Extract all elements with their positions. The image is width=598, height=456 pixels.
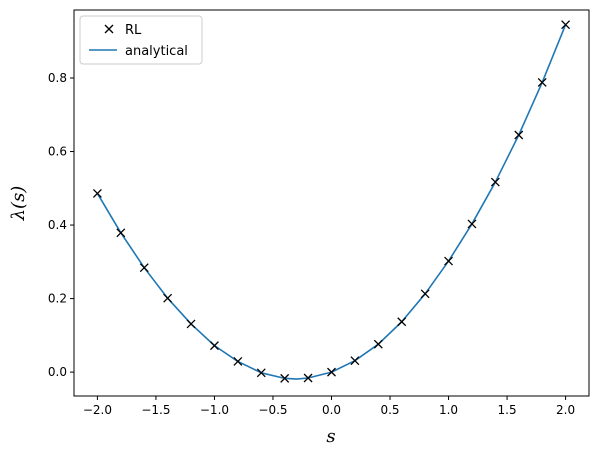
x-tick-label: 1.0 [439,403,458,417]
rl-marker [209,341,219,351]
x-tick-label: 0.0 [322,403,341,417]
y-tick-label: 0.0 [48,365,67,379]
x-tick-label: 2.0 [556,403,575,417]
y-tick-label: 0.2 [48,292,67,306]
rl-marker [303,373,313,383]
y-tick-label: 0.8 [48,71,67,85]
x-tick-label: −2.0 [83,403,112,417]
rl-marker [397,317,407,327]
x-tick-label: 0.5 [380,403,399,417]
rl-marker [537,77,547,87]
series-layer [92,20,571,383]
rl-marker [327,367,336,377]
rl-marker [444,256,454,266]
plot-frame [73,9,590,397]
x-tick-label: 1.5 [498,403,517,417]
rl-marker [420,289,430,299]
y-tick-label: 0.4 [48,218,67,232]
legend-marker-rl [104,24,114,34]
rl-marker [233,356,243,366]
rl-marker [280,373,290,383]
rl-marker [256,368,266,378]
rl-marker [561,20,571,30]
x-tick-label: −1.0 [200,403,229,417]
x-tick-label: −0.5 [258,403,287,417]
y-tick-label: 0.6 [48,145,67,159]
rl-marker [186,319,196,329]
rl-marker [139,263,149,273]
legend-label-analytical: analytical [125,44,188,59]
x-tick-label: −1.5 [141,403,170,417]
series-line-analytical [96,24,567,380]
rl-marker [350,356,360,366]
rl-marker [373,339,383,349]
ticks: −2.0 −1.5 −1.0 −0.5 0.0 0.5 1.0 1.5 2.0 0.0 0.2 0.4… [48,71,575,417]
rl-marker [490,177,500,187]
rl-marker [163,293,173,303]
legend: RL analytical [79,15,203,65]
y-axis-label: λ(s) [8,186,29,222]
legend-label-rl: RL [125,23,142,38]
rl-marker [92,188,102,198]
rl-marker [116,228,126,238]
rl-marker [514,130,524,140]
x-axis-label: s [326,426,335,447]
rl-marker [467,219,477,229]
